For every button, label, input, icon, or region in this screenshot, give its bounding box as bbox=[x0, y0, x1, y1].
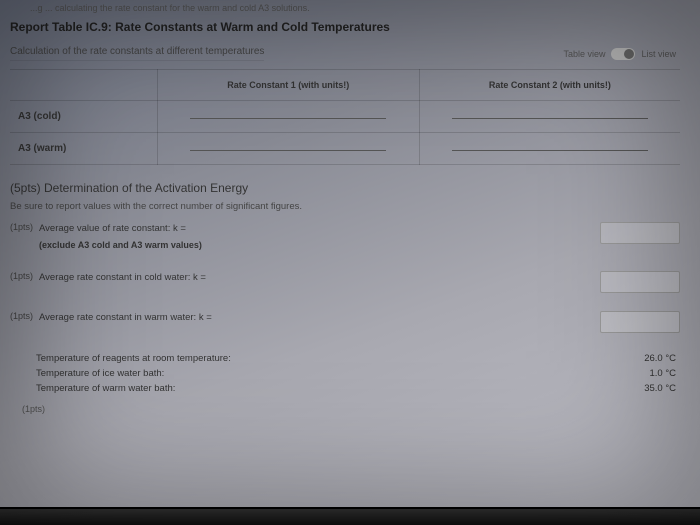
warm-k-input[interactable] bbox=[600, 311, 680, 333]
th-rc2: Rate Constant 2 (with units!) bbox=[419, 70, 680, 101]
th-rc1: Rate Constant 1 (with units!) bbox=[157, 70, 419, 101]
report-title: Report Table IC.9: Rate Constants at War… bbox=[0, 16, 700, 40]
temp-value: 1.0 °C bbox=[649, 368, 676, 379]
pts-label: (1pts) bbox=[10, 311, 33, 325]
th-blank bbox=[10, 70, 157, 101]
table-view-label: Table view bbox=[563, 49, 605, 59]
temp-row: Temperature of reagents at room temperat… bbox=[36, 351, 680, 366]
q-subtext: (exclude A3 cold and A3 warm values) bbox=[39, 239, 202, 253]
temp-label: Temperature of ice water bath: bbox=[36, 368, 164, 379]
cell-warm-2[interactable] bbox=[419, 133, 680, 165]
temp-value: 35.0 °C bbox=[644, 383, 676, 394]
avg-k-input[interactable] bbox=[600, 222, 680, 244]
temperatures-block: Temperature of reagents at room temperat… bbox=[36, 351, 680, 396]
table-row: A3 (cold) bbox=[10, 101, 680, 133]
temp-row: Temperature of warm water bath: 35.0 °C bbox=[36, 381, 680, 396]
question-row: (1pts) Average rate constant in warm wat… bbox=[10, 311, 680, 333]
q-text: Average value of rate constant: k = bbox=[39, 222, 202, 236]
question-row: (1pts) Average value of rate constant: k… bbox=[10, 222, 680, 253]
pts-label: (1pts) bbox=[10, 222, 33, 253]
temp-row: Temperature of ice water bath: 1.0 °C bbox=[36, 366, 680, 381]
cutoff-text: ...g ... calculating the rate constant f… bbox=[0, 0, 700, 16]
table-row: A3 (warm) bbox=[10, 133, 680, 165]
section-heading: (5pts) Determination of the Activation E… bbox=[10, 181, 680, 195]
cell-cold-2[interactable] bbox=[419, 101, 680, 133]
temp-value: 26.0 °C bbox=[644, 353, 676, 364]
temp-label: Temperature of reagents at room temperat… bbox=[36, 353, 231, 364]
view-toggle[interactable]: Table view List view bbox=[563, 48, 676, 60]
temp-label: Temperature of warm water bath: bbox=[36, 383, 175, 394]
pts-label: (1pts) bbox=[22, 404, 680, 414]
subtitle: Calculation of the rate constants at dif… bbox=[10, 46, 264, 61]
toggle-switch[interactable] bbox=[611, 48, 635, 60]
rate-constants-table: Rate Constant 1 (with units!) Rate Const… bbox=[10, 69, 680, 165]
activation-energy-section: (5pts) Determination of the Activation E… bbox=[0, 175, 700, 418]
q-text: Average rate constant in cold water: k = bbox=[39, 271, 206, 285]
cold-k-input[interactable] bbox=[600, 271, 680, 293]
row-label-warm: A3 (warm) bbox=[10, 133, 157, 165]
laptop-bezel bbox=[0, 507, 700, 525]
list-view-label: List view bbox=[641, 49, 676, 59]
q-text: Average rate constant in warm water: k = bbox=[39, 311, 212, 325]
row-label-cold: A3 (cold) bbox=[10, 101, 157, 133]
sigfig-note: Be sure to report values with the correc… bbox=[10, 201, 680, 212]
pts-label: (1pts) bbox=[10, 271, 33, 285]
cell-cold-1[interactable] bbox=[157, 101, 419, 133]
question-row: (1pts) Average rate constant in cold wat… bbox=[10, 271, 680, 293]
cell-warm-1[interactable] bbox=[157, 133, 419, 165]
